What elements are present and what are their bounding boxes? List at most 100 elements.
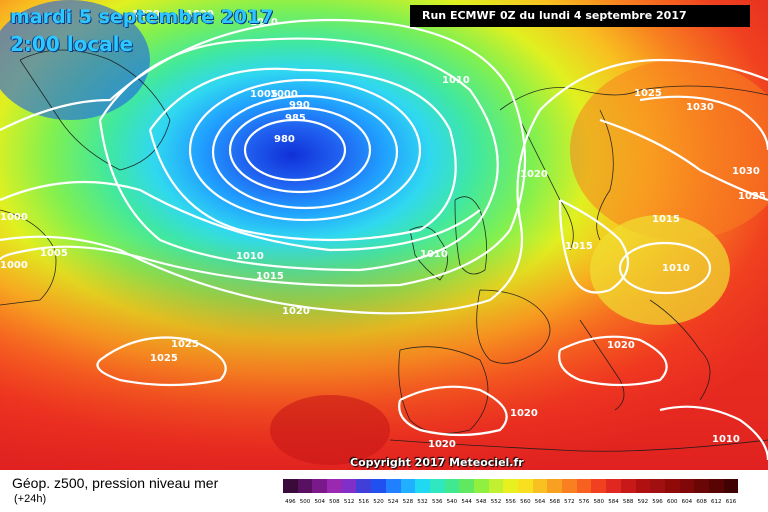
scale-swatch: [562, 479, 577, 493]
scale-swatch: [547, 479, 563, 493]
scale-swatch: [312, 479, 328, 493]
isobar-1015-europe: [558, 199, 630, 294]
isobar-label: 1015: [652, 214, 680, 225]
isobar-label: 1015: [565, 241, 593, 252]
isobars: [0, 18, 768, 461]
scale-value: 564: [534, 499, 546, 505]
coast-balkans: [649, 299, 711, 401]
scale-value: 504: [314, 499, 325, 505]
isobar-980: [243, 118, 347, 182]
scale-swatch: [297, 479, 313, 493]
scale-swatch: [459, 479, 474, 493]
scale-value: 560: [520, 499, 531, 505]
coast-north-africa: [389, 439, 768, 452]
isobar-1010: [0, 18, 527, 287]
scale-value: 568: [549, 499, 560, 505]
scale-value: 608: [696, 499, 707, 505]
coast-greenland: [19, 49, 171, 171]
scale-swatch: [679, 479, 695, 493]
scale-swatch: [576, 479, 592, 493]
isobar-label: 1010: [662, 263, 690, 274]
scale-value: 552: [490, 499, 502, 505]
central-europe-trough: [590, 215, 730, 325]
isobar-label: 1020: [510, 408, 538, 419]
isobar-label: 1020: [607, 340, 635, 351]
scale-swatch: [327, 479, 342, 493]
scale-value: 596: [652, 499, 663, 505]
scale-value: 572: [564, 499, 575, 505]
scale-value: 520: [373, 499, 384, 505]
isobar-1025-east: [599, 118, 768, 202]
scale-value: 592: [637, 499, 649, 505]
scale-swatch: [283, 479, 298, 493]
coast-sweden: [596, 109, 614, 241]
isobar-1010-east: [659, 405, 768, 461]
isobar-label: 1010: [420, 249, 448, 260]
isobar-label: 990: [289, 100, 310, 111]
color-scale-labels: 496 500 504 508 512 516 520 524 528 532 536 540 544 5…: [283, 499, 738, 505]
copyright: Copyright 2017 Meteociel.fr: [350, 456, 524, 469]
scale-swatch: [723, 479, 739, 493]
legend-title: Géop. z500, pression niveau mer: [12, 475, 219, 491]
coast-france: [476, 289, 551, 364]
isobar-label: 1000: [270, 89, 298, 100]
isobar-label: 1005: [40, 248, 68, 259]
scale-value: 580: [593, 499, 605, 505]
scale-value: 576: [578, 499, 590, 505]
coast-italy: [579, 319, 625, 411]
scale-value: 524: [387, 499, 399, 505]
isobar-label: 1020: [428, 439, 456, 450]
scale-swatch: [532, 479, 548, 493]
scale-swatch: [444, 479, 460, 493]
coast-norway: [519, 119, 574, 251]
scale-value: 528: [402, 499, 414, 505]
isobar-1020-italy: [558, 335, 668, 387]
scale-swatch: [606, 479, 621, 493]
isobar-985: [228, 106, 372, 194]
scale-swatch: [371, 479, 386, 493]
scale-value: 508: [329, 499, 340, 505]
isobar-1025-azores: [96, 336, 227, 387]
isobar-label: 1025: [738, 191, 766, 202]
isobar-labels: 1020 1020 1020 1005 1000 990 985 980 101…: [0, 9, 766, 450]
scale-value: 532: [417, 499, 428, 505]
north-africa-heat: [270, 395, 390, 465]
color-scale: [283, 479, 739, 493]
scale-swatch: [635, 479, 651, 493]
isobar-label: 1020: [520, 169, 548, 180]
isobar-1015: [0, 180, 481, 252]
isobar-label: 1025: [150, 353, 178, 364]
legend-subtitle: (+24h): [14, 493, 47, 505]
scale-value: 496: [285, 499, 296, 505]
scale-swatch: [708, 479, 724, 493]
isobar-label: 1025: [634, 88, 662, 99]
scale-value: 516: [358, 499, 370, 505]
scale-swatch: [518, 479, 533, 493]
scale-value: 540: [446, 499, 458, 505]
isobar-label: 1025: [171, 339, 199, 350]
scale-value: 584: [608, 499, 619, 505]
scale-swatch: [385, 479, 401, 493]
coast-canada: [0, 209, 57, 306]
weather-map: 1020 1020 1020 1005 1000 990 985 980 101…: [0, 0, 768, 470]
scale-swatch: [503, 479, 518, 493]
isobar-label: 1030: [732, 166, 760, 177]
scale-value: 600: [666, 499, 678, 505]
scale-swatch: [591, 479, 607, 493]
scale-swatch: [356, 479, 372, 493]
isobar-995: [188, 78, 422, 222]
scale-swatch: [694, 479, 709, 493]
scale-swatch: [620, 479, 636, 493]
forecast-time: 2:00 locale: [10, 32, 134, 56]
isobar-1010-europe: [618, 241, 712, 295]
isobar-1020-iberia: [398, 385, 508, 437]
legend-footer: Géop. z500, pression niveau mer (+24h) 4…: [0, 470, 768, 512]
scale-swatch: [488, 479, 504, 493]
run-info: Run ECMWF 0Z du lundi 4 septembre 2017: [410, 5, 750, 27]
scale-swatch: [664, 479, 680, 493]
isobar-label: 985: [285, 113, 306, 124]
scale-swatch: [400, 479, 416, 493]
coast-iberia: [398, 346, 489, 434]
scale-swatch: [415, 479, 430, 493]
scale-value: 536: [431, 499, 443, 505]
